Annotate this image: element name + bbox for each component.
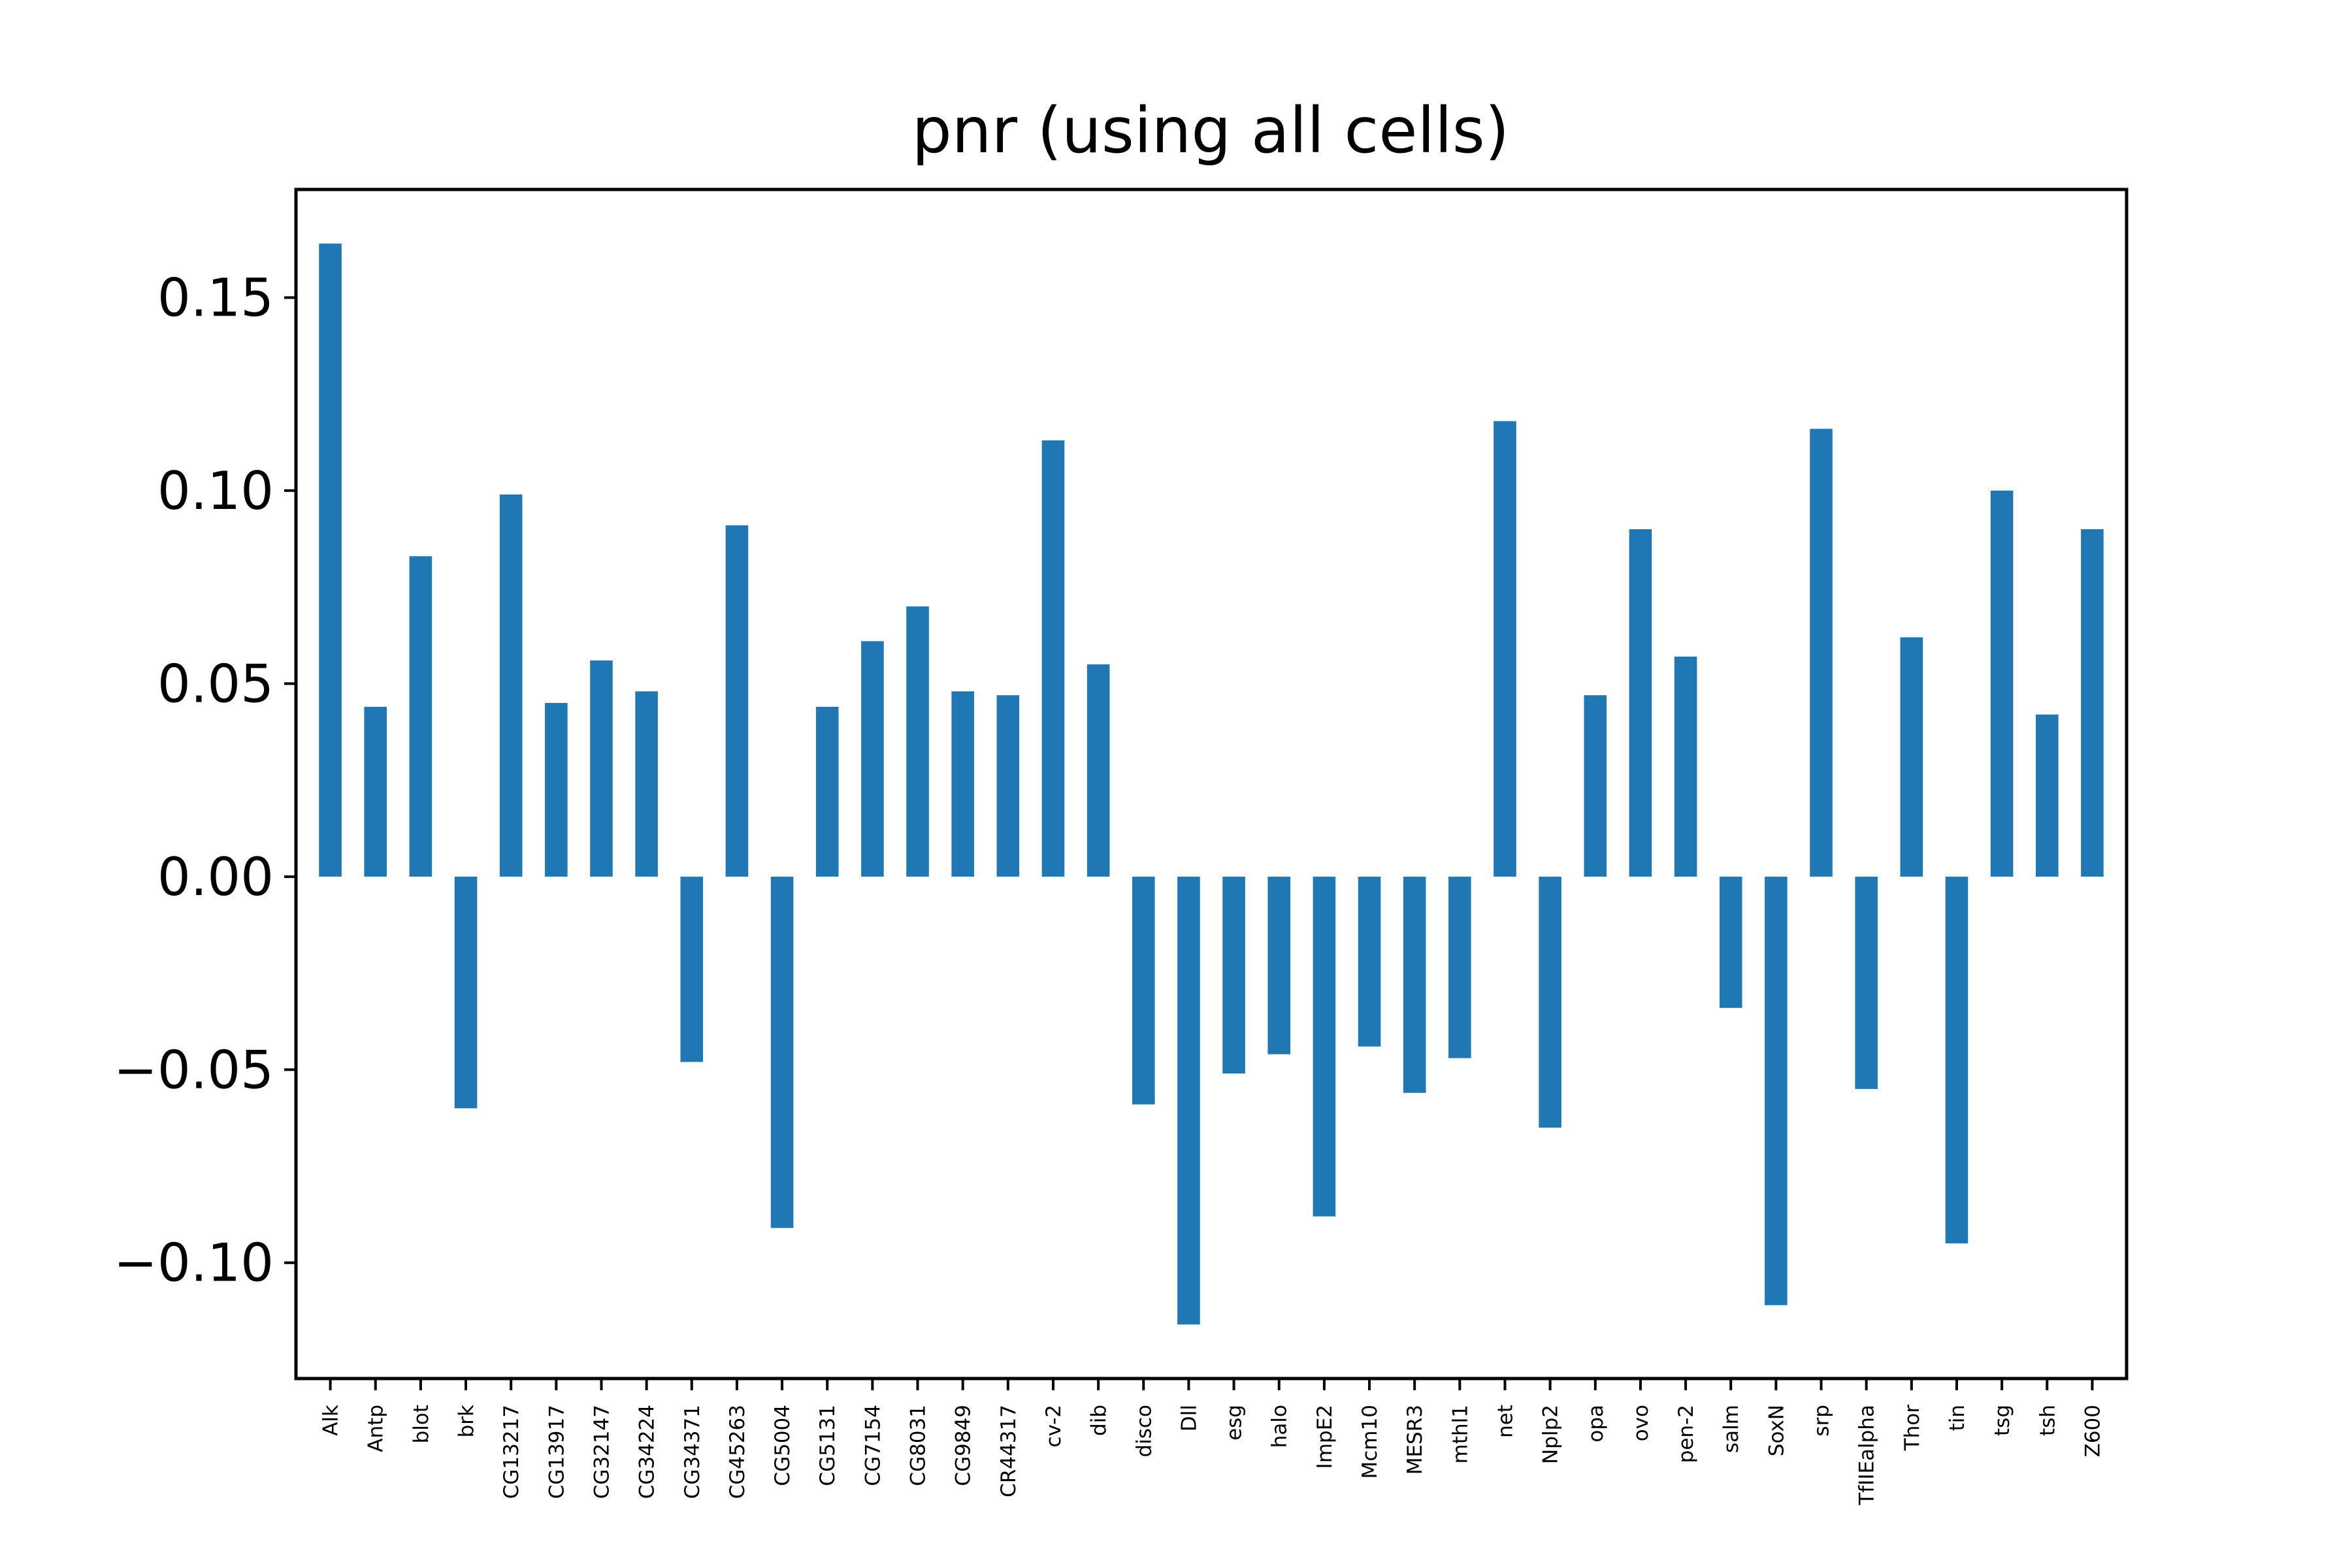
x-tick-label: esg bbox=[1223, 1405, 1247, 1441]
y-tick-label: 0.15 bbox=[157, 267, 274, 328]
bar-brk bbox=[454, 876, 478, 1109]
bar-CG7154 bbox=[861, 641, 884, 877]
bar-Antp bbox=[364, 706, 387, 877]
bar-ovo bbox=[1629, 529, 1652, 877]
bar-Thor bbox=[1900, 637, 1923, 877]
bar-Z600 bbox=[2081, 529, 2104, 877]
x-tick-label: cv-2 bbox=[1042, 1405, 1066, 1447]
x-tick-label: Antp bbox=[365, 1405, 388, 1452]
y-axis: −0.10 −0.05 0.00 0.05 0.10 0.15 bbox=[114, 267, 296, 1294]
x-tick-label: CG7154 bbox=[861, 1405, 885, 1486]
x-tick-label: ImpE2 bbox=[1313, 1405, 1337, 1469]
x-tick-label: Dll bbox=[1177, 1405, 1201, 1431]
y-tick-label: 0.05 bbox=[157, 653, 274, 714]
x-tick-label: CG32147 bbox=[590, 1405, 613, 1499]
bar-CG34371 bbox=[680, 876, 704, 1062]
bar-dib bbox=[1086, 664, 1110, 877]
x-tick-label: ovo bbox=[1629, 1405, 1653, 1441]
bar-cv-2 bbox=[1041, 440, 1065, 877]
bar-SoxN bbox=[1765, 876, 1788, 1305]
x-tick-label: disco bbox=[1132, 1405, 1156, 1457]
bar-CG8031 bbox=[906, 606, 929, 877]
bar-CG13217 bbox=[499, 494, 523, 877]
bar-ImpE2 bbox=[1313, 876, 1336, 1217]
bar-net bbox=[1494, 421, 1516, 877]
bar-tsg bbox=[1990, 490, 2014, 877]
chart-title: pnr (using all cells) bbox=[912, 94, 1509, 167]
x-tick-label: MESR3 bbox=[1403, 1405, 1427, 1475]
bar-CR44317 bbox=[996, 695, 1020, 877]
x-tick-label: Thor bbox=[1901, 1405, 1924, 1452]
x-tick-label: CG9849 bbox=[952, 1405, 975, 1486]
x-tick-label: salm bbox=[1720, 1405, 1743, 1453]
x-tick-label: CG45263 bbox=[726, 1405, 749, 1499]
bar-salm bbox=[1719, 876, 1742, 1008]
bar-halo bbox=[1267, 876, 1291, 1054]
x-tick-label: CR44317 bbox=[997, 1405, 1021, 1497]
bar-disco bbox=[1132, 876, 1155, 1105]
x-axis: Alk Antp blot brk CG13217 CG13917 CG32147 CG342… bbox=[319, 1379, 2104, 1506]
y-tick-label: 0.10 bbox=[157, 461, 274, 521]
x-tick-label: CG5004 bbox=[771, 1405, 794, 1486]
y-tick-label: 0.00 bbox=[157, 847, 274, 907]
x-tick-label: srp bbox=[1810, 1405, 1834, 1437]
x-tick-label: Z600 bbox=[2081, 1405, 2104, 1457]
bar-CG45263 bbox=[725, 525, 749, 877]
x-tick-label: Mcm10 bbox=[1358, 1405, 1382, 1478]
x-tick-label: CG13917 bbox=[545, 1405, 568, 1499]
bar-esg bbox=[1222, 876, 1245, 1074]
bar-MESR3 bbox=[1403, 876, 1426, 1093]
bar-CG32147 bbox=[590, 660, 613, 877]
bar-opa bbox=[1584, 695, 1607, 877]
bar-srp bbox=[1810, 429, 1833, 877]
x-tick-label: SoxN bbox=[1765, 1405, 1788, 1456]
bar-blot bbox=[409, 556, 433, 877]
x-tick-label: Alk bbox=[319, 1405, 343, 1436]
y-tick-label: −0.10 bbox=[114, 1233, 274, 1294]
x-tick-label: TfIIEalpha bbox=[1855, 1405, 1879, 1506]
bar-Nplp2 bbox=[1539, 876, 1561, 1128]
bar-tsh bbox=[2035, 714, 2059, 877]
x-tick-label: Nplp2 bbox=[1539, 1405, 1563, 1464]
bar-CG5004 bbox=[770, 876, 794, 1228]
bars-group bbox=[319, 243, 2104, 1325]
x-tick-label: tsg bbox=[1991, 1405, 2014, 1436]
x-tick-label: dib bbox=[1087, 1405, 1111, 1436]
x-tick-label: CG5131 bbox=[816, 1405, 840, 1486]
bar-Mcm10 bbox=[1358, 876, 1381, 1047]
bar-CG5131 bbox=[815, 706, 839, 877]
bar-TfIIEalpha bbox=[1855, 876, 1878, 1089]
x-tick-label: CG34371 bbox=[681, 1405, 704, 1499]
x-tick-label: tin bbox=[1946, 1405, 1969, 1431]
x-tick-label: CG34224 bbox=[636, 1405, 659, 1499]
x-tick-label: CG8031 bbox=[907, 1405, 930, 1486]
x-tick-label: net bbox=[1494, 1405, 1517, 1438]
bar-pen-2 bbox=[1674, 657, 1697, 877]
bar-CG9849 bbox=[951, 691, 974, 877]
x-tick-label: pen-2 bbox=[1674, 1405, 1698, 1463]
bar-CG34224 bbox=[635, 691, 658, 877]
x-tick-label: opa bbox=[1584, 1405, 1608, 1443]
x-tick-label: blot bbox=[410, 1405, 433, 1443]
bar-Dll bbox=[1177, 876, 1200, 1325]
x-tick-label: brk bbox=[455, 1405, 478, 1437]
y-tick-label: −0.05 bbox=[114, 1039, 274, 1100]
x-tick-label: halo bbox=[1268, 1405, 1292, 1448]
bar-tin bbox=[1945, 876, 1968, 1244]
x-tick-label: CG13217 bbox=[500, 1405, 523, 1499]
bar-Alk bbox=[319, 243, 342, 877]
bar-CG13917 bbox=[545, 702, 568, 877]
x-tick-label: mthl1 bbox=[1448, 1405, 1472, 1463]
x-tick-label: tsh bbox=[2036, 1405, 2059, 1436]
plot-frame bbox=[294, 188, 2129, 1380]
bar-mthl1 bbox=[1448, 876, 1471, 1058]
